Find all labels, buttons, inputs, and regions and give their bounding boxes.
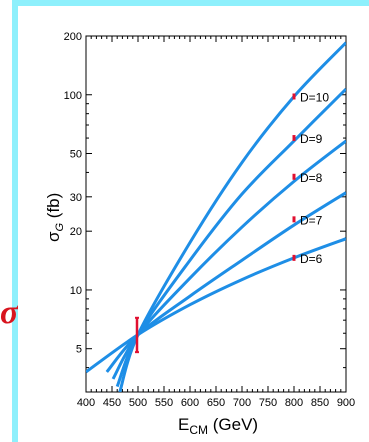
- left-panel: [0, 0, 12, 442]
- x-tick-label: 700: [233, 397, 251, 409]
- y-axis-label: σG (fb): [44, 193, 66, 242]
- x-axis-label: ECM (GeV): [178, 415, 258, 437]
- y-tick-label: 100: [64, 90, 82, 102]
- x-tick-label: 500: [129, 397, 147, 409]
- x-tick-label: 850: [311, 397, 329, 409]
- series-labels: D=6 D=7 D=8 D=9 D=10: [300, 90, 329, 265]
- series-line-D=6: [86, 237, 346, 374]
- reference-point: [135, 316, 139, 354]
- x-tick-label: 450: [103, 397, 121, 409]
- series-label-D=6: D=6: [300, 252, 323, 266]
- x-tick-label: 550: [155, 397, 173, 409]
- y-tick-label: 50: [70, 149, 82, 161]
- y-tick-label: 20: [70, 226, 82, 238]
- x-tick-label: 800: [285, 397, 303, 409]
- x-tick-label: 900: [337, 397, 355, 409]
- series-label-D=8: D=8: [300, 171, 323, 185]
- y-tick-label: 10: [70, 285, 82, 297]
- plot-panel: 400 450 500 550 600 650 700 750 800 850 900 5 10 20 30…: [18, 6, 369, 442]
- y-tick-label: 30: [70, 192, 82, 204]
- y-tick-label: 200: [64, 31, 82, 43]
- x-tick-label: 600: [181, 397, 199, 409]
- series-label-D=7: D=7: [300, 213, 323, 227]
- cropped-sigma-glyph: σ: [0, 294, 19, 331]
- axis-ticks: 400 450 500 550 600 650 700 750 800 850 900 5 10 20 30…: [64, 31, 356, 409]
- x-tick-label: 650: [207, 397, 225, 409]
- series-label-D=9: D=9: [300, 132, 323, 146]
- y-tick-label: 5: [76, 344, 82, 356]
- x-axis-label-sub: CM: [189, 423, 208, 437]
- cross-section-chart: 400 450 500 550 600 650 700 750 800 850 900 5 10 20 30…: [44, 31, 356, 437]
- series-label-D=10: D=10: [300, 90, 329, 104]
- y-axis-label-sub: G: [54, 223, 66, 232]
- x-tick-label: 750: [259, 397, 277, 409]
- x-tick-label: 400: [77, 397, 95, 409]
